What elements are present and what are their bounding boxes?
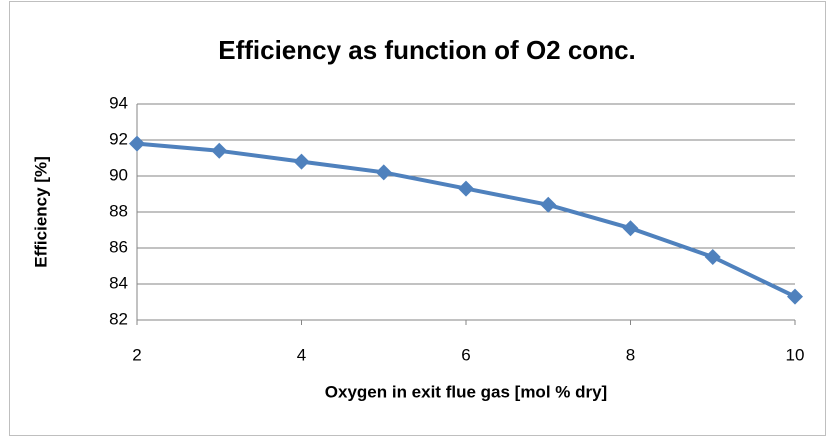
marker	[458, 180, 474, 197]
x-axis-label: Oxygen in exit flue gas [mol % dry]	[325, 382, 607, 401]
marker	[129, 135, 145, 152]
y-tick-label: 82	[109, 309, 128, 328]
marker	[211, 142, 228, 159]
y-tick-label: 90	[109, 165, 128, 184]
x-tick-label: 10	[786, 345, 805, 364]
x-tick-label: 4	[297, 345, 306, 364]
marker	[540, 196, 557, 213]
marker	[293, 153, 310, 170]
y-tick-label: 92	[109, 129, 128, 148]
y-tick-label: 84	[109, 273, 128, 292]
marker	[375, 164, 392, 181]
marker	[622, 220, 639, 237]
y-tick-label: 88	[109, 201, 128, 220]
x-tick-label: 2	[132, 345, 141, 364]
marker	[704, 249, 721, 265]
y-tick-label: 86	[109, 237, 128, 256]
marker	[787, 288, 803, 305]
chart-frame	[9, 1, 826, 436]
chart-title: Efficiency as function of O2 conc.	[218, 35, 636, 65]
y-axis-label: Efficiency [%]	[31, 156, 50, 267]
x-tick-label: 8	[626, 345, 635, 364]
x-tick-label: 6	[461, 345, 470, 364]
y-tick-label: 94	[109, 93, 128, 112]
